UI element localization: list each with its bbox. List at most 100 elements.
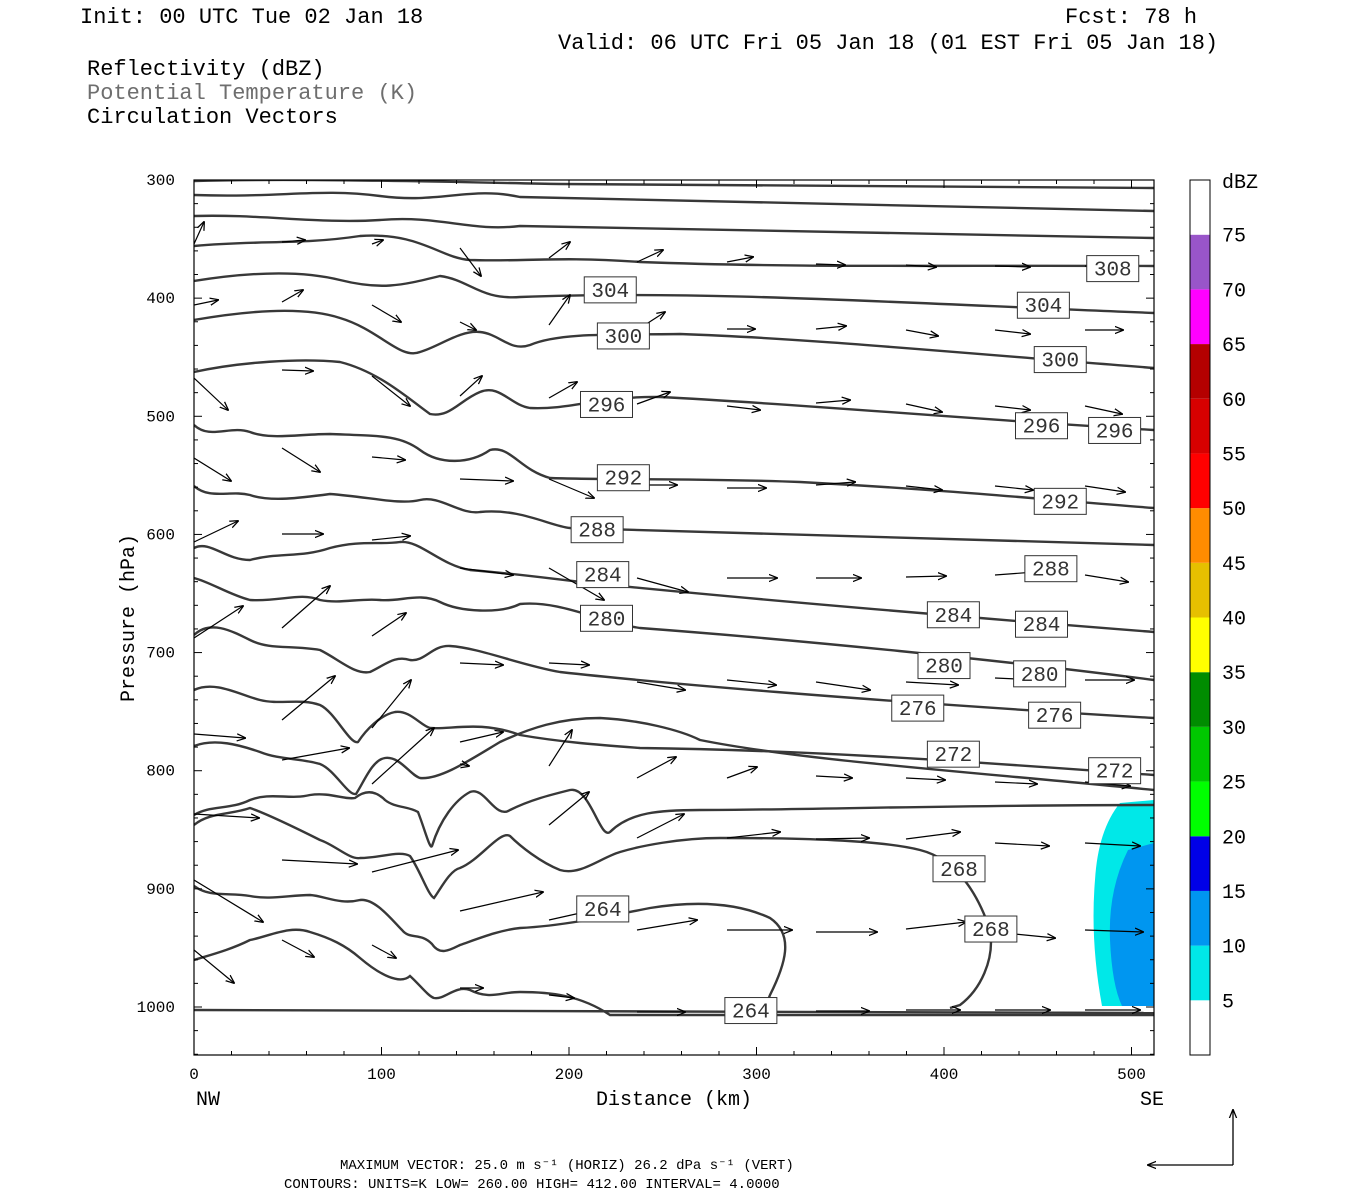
circulation-vector: [548, 663, 589, 665]
circulation-vector: [726, 767, 757, 779]
theta-label-text: 284: [934, 606, 972, 629]
circulation-vector: [371, 240, 383, 244]
theta-label-text: 288: [1032, 560, 1070, 583]
circulation-vector: [548, 792, 589, 826]
circulation-vector: [459, 732, 503, 743]
circulation-vector: [548, 295, 570, 326]
colorbar-level-label: 35: [1222, 663, 1246, 686]
colorbar-swatch: [1190, 945, 1210, 1001]
theta-label-box: [570, 516, 624, 544]
circulation-vector: [726, 406, 760, 410]
colorbar-swatch: [1190, 453, 1210, 509]
theta-contour-line: [194, 359, 1154, 432]
y-tick-label: 900: [146, 881, 175, 899]
theta-label: 264: [576, 895, 630, 923]
circulation-vector: [905, 832, 960, 840]
theta-contour-line: [194, 626, 1154, 720]
circulation-vector: [371, 728, 434, 785]
circulation-vector: [905, 922, 966, 930]
circulation-vector: [1084, 930, 1143, 932]
circulation-vector: [371, 944, 396, 958]
field-potential-temperature: Potential Temperature (K): [87, 81, 418, 106]
y-tick-label: 400: [146, 290, 175, 308]
circulation-vector: [371, 680, 411, 729]
init-time: Init: 00 UTC Tue 02 Jan 18: [80, 5, 424, 30]
circulation-vector: [281, 290, 303, 303]
theta-contour-line: [194, 191, 1154, 213]
circulation-vector: [548, 478, 594, 498]
y-tick-label: 500: [146, 408, 175, 426]
x-tick-label: 0: [189, 1066, 199, 1084]
circulation-vector: [281, 447, 320, 472]
circulation-vector: [548, 382, 577, 399]
x-tick-label: 300: [742, 1066, 771, 1084]
y-tick-label: 800: [146, 763, 175, 781]
theta-label-text: 296: [588, 395, 626, 418]
circulation-vector: [726, 257, 753, 262]
theta-label-box: [596, 464, 650, 492]
circulation-vector: [281, 748, 349, 761]
theta-label-text: 296: [1023, 417, 1061, 440]
theta-label: 308: [1086, 255, 1140, 283]
circulation-vector: [905, 576, 946, 577]
circulation-vector: [815, 482, 855, 485]
theta-contour-line: [194, 272, 1154, 315]
plot-frame: [193, 179, 1155, 1056]
circulation-vector: [371, 457, 405, 460]
circulation-vector: [371, 375, 410, 406]
circulation-vector: [636, 392, 670, 405]
theta-label-box: [576, 895, 630, 923]
circulation-vector: [726, 679, 776, 685]
y-tick-label: 600: [146, 526, 175, 544]
theta-label: 300: [1033, 346, 1087, 374]
theta-label-text: 268: [972, 920, 1010, 943]
theta-contour-line: [194, 885, 787, 1009]
theta-label: 288: [570, 516, 624, 544]
circulation-vector: [1084, 405, 1122, 414]
theta-label: 268: [932, 855, 986, 883]
theta-contour-line: [194, 540, 1154, 634]
x-endpoint-nw: NW: [196, 1089, 220, 1112]
circulation-vector: [905, 486, 942, 490]
circulation-vector: [281, 939, 314, 957]
colorbar-level-label: 40: [1222, 609, 1246, 632]
colorbar-swatch: [1190, 234, 1210, 290]
contour-info-note: CONTOURS: UNITS=K LOW= 260.00 HIGH= 412.…: [284, 1177, 780, 1193]
theta-label: 272: [1088, 757, 1142, 785]
theta-label-text: 272: [1096, 762, 1134, 785]
circulation-vector: [994, 406, 1030, 410]
circulation-vectors: [194, 222, 1143, 1012]
circulation-vector: [636, 814, 684, 839]
y-tick-label: 300: [146, 172, 175, 190]
theta-label: 280: [917, 652, 971, 680]
circulation-vector: [994, 843, 1049, 846]
theta-label-text: 292: [604, 469, 642, 492]
colorbar-swatch: [1190, 508, 1210, 563]
colorbar-swatch: [1190, 672, 1210, 727]
circulation-vector: [194, 949, 234, 983]
circulation-vector: [636, 577, 688, 592]
theta-contour-line: [194, 234, 1154, 268]
circulation-vector: [548, 242, 570, 259]
theta-label-box: [1015, 412, 1068, 440]
theta-label-box: [1024, 555, 1078, 583]
circulation-vector: [636, 250, 663, 263]
theta-label: 284: [1015, 610, 1068, 638]
theta-contour-line: [194, 806, 993, 1010]
circulation-vector: [994, 330, 1030, 334]
circulation-vector: [636, 681, 685, 690]
circulation-vector: [815, 681, 870, 690]
circulation-vector: [459, 479, 513, 481]
theta-label: 296: [1088, 416, 1142, 444]
vector-scale-legend: [1148, 1110, 1233, 1165]
theta-label-text: 280: [925, 657, 963, 680]
circulation-vector: [281, 240, 305, 242]
theta-label-box: [724, 997, 778, 1025]
theta-label-box: [964, 915, 1018, 943]
theta-label-box: [917, 652, 971, 680]
colorbar-unit: dBZ: [1222, 172, 1258, 195]
circulation-vector: [281, 370, 313, 371]
theta-label-box: [580, 604, 633, 632]
theta-contour-line: [194, 180, 1154, 190]
